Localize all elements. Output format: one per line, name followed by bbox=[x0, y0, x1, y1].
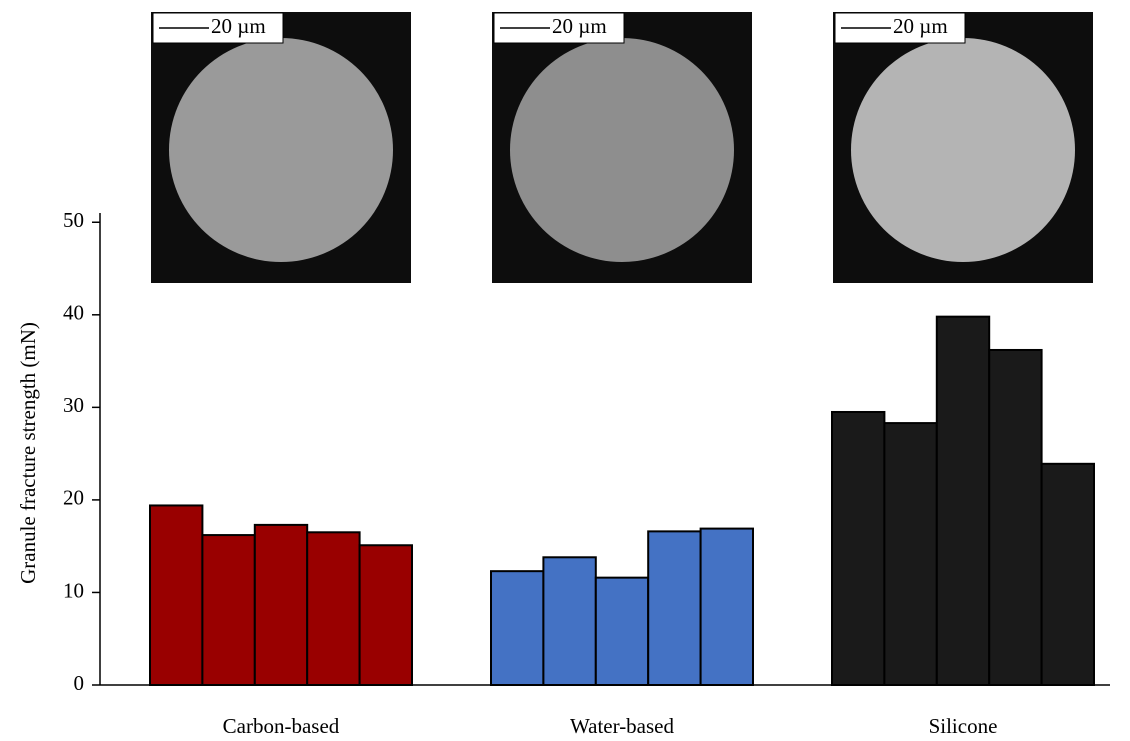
bar bbox=[594, 576, 650, 686]
scale-label: 20 µm bbox=[552, 14, 607, 38]
bar bbox=[1040, 462, 1095, 686]
bar bbox=[253, 523, 309, 686]
x-tick-label: Water-based bbox=[570, 714, 674, 738]
y-tick-label: 50 bbox=[63, 208, 84, 232]
bar bbox=[935, 315, 991, 686]
granule bbox=[510, 38, 734, 262]
y-tick-label: 30 bbox=[63, 393, 84, 417]
x-tick-label: Silicone bbox=[929, 714, 998, 738]
granule bbox=[169, 38, 393, 262]
bar bbox=[306, 531, 361, 687]
bar bbox=[699, 527, 754, 686]
bar bbox=[883, 422, 938, 686]
bar bbox=[149, 504, 204, 686]
y-tick-label: 40 bbox=[63, 301, 84, 325]
bar bbox=[831, 410, 886, 686]
bar bbox=[988, 348, 1043, 686]
x-tick-label: Carbon-based bbox=[223, 714, 340, 738]
bar bbox=[358, 544, 414, 686]
y-axis-label: Granule fracture strength (mN) bbox=[16, 322, 40, 584]
bar bbox=[647, 530, 702, 687]
granule bbox=[851, 38, 1075, 262]
bar bbox=[201, 534, 256, 687]
y-tick-label: 0 bbox=[74, 671, 85, 695]
bar bbox=[490, 570, 545, 687]
bar bbox=[542, 556, 597, 686]
y-tick-label: 20 bbox=[63, 486, 84, 510]
scale-label: 20 µm bbox=[211, 14, 266, 38]
y-tick-label: 10 bbox=[63, 578, 84, 602]
scale-label: 20 µm bbox=[893, 14, 948, 38]
